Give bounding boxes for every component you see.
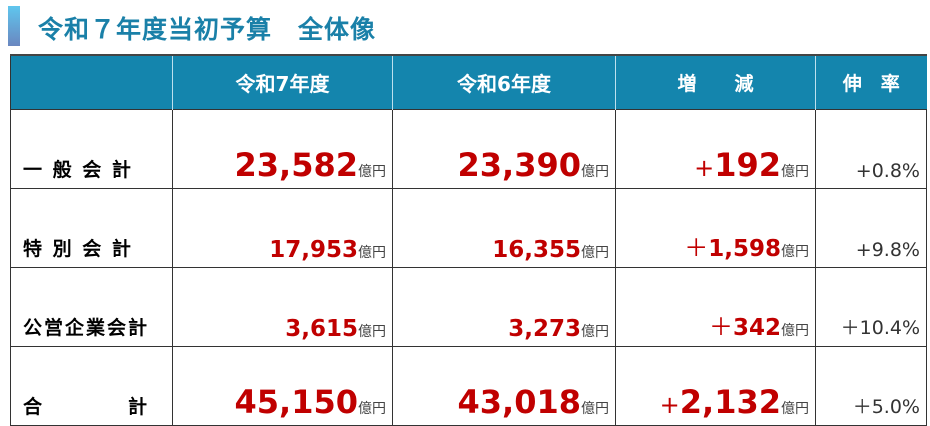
unit: 億円 <box>358 324 386 340</box>
r6-value: 3,273 <box>508 316 581 342</box>
diff-value: 342 <box>732 315 781 341</box>
diff-value: 2,132 <box>679 383 781 421</box>
diff-value: 192 <box>714 146 781 184</box>
r7-cell: 23,582億円 <box>172 109 393 189</box>
title-accent-bar <box>8 6 20 46</box>
table-row: 公営企業会計 3,615億円 3,273億円 ＋342億円 ＋10.4% <box>10 267 927 347</box>
r6-value: 43,018 <box>457 383 581 421</box>
r6-cell: 43,018億円 <box>392 346 616 426</box>
header-row: 令和7年度 令和6年度 増 減 伸 率 <box>10 54 927 110</box>
header-blank <box>10 54 173 110</box>
r7-value: 45,150 <box>234 383 358 421</box>
table-row: 特 別 会 計 17,953億円 16,355億円 ＋1,598億円 +9.8% <box>10 188 927 268</box>
r6-value: 16,355 <box>492 237 581 263</box>
unit: 億円 <box>358 245 386 261</box>
table-row: 合 計 45,150億円 43,018億円 +2,132億円 ＋5.0% <box>10 346 927 426</box>
r6-cell: 23,390億円 <box>392 109 616 189</box>
row-label: 合 計 <box>10 346 173 426</box>
r6-cell: 16,355億円 <box>392 188 616 268</box>
diff-cell: +192億円 <box>615 109 816 189</box>
diff-cell: +2,132億円 <box>615 346 816 426</box>
row-label: 一 般 会 計 <box>10 109 173 189</box>
row-label: 特 別 会 計 <box>10 188 173 268</box>
unit: 億円 <box>581 401 609 417</box>
header-rate: 伸 率 <box>815 54 927 110</box>
r7-value: 17,953 <box>269 237 358 263</box>
budget-table: 令和7年度 令和6年度 増 減 伸 率 一 般 会 計 23,582億円 23,39… <box>10 54 927 426</box>
r6-value: 23,390 <box>457 146 581 184</box>
diff-value: 1,598 <box>708 236 781 262</box>
row-label: 公営企業会計 <box>10 267 173 347</box>
diff-cell: ＋342億円 <box>615 267 816 347</box>
rate-cell: +9.8% <box>815 188 927 268</box>
diff-cell: ＋1,598億円 <box>615 188 816 268</box>
r6-cell: 3,273億円 <box>392 267 616 347</box>
unit: 億円 <box>358 401 386 417</box>
header-diff: 増 減 <box>615 54 816 110</box>
unit: 億円 <box>781 323 809 339</box>
unit: 億円 <box>581 324 609 340</box>
page-title: 令和７年度当初予算 全体像 <box>38 15 377 44</box>
r7-cell: 3,615億円 <box>172 267 393 347</box>
header-r6: 令和6年度 <box>392 54 616 110</box>
r7-cell: 17,953億円 <box>172 188 393 268</box>
plus-sign: ＋ <box>708 313 733 341</box>
unit: 億円 <box>781 401 809 417</box>
unit: 億円 <box>581 164 609 180</box>
plus-sign: + <box>659 391 680 419</box>
header-r7: 令和7年度 <box>172 54 393 110</box>
r7-value: 23,582 <box>234 146 358 184</box>
plus-sign: + <box>694 154 715 182</box>
unit: 億円 <box>358 164 386 180</box>
unit: 億円 <box>781 164 809 180</box>
r7-cell: 45,150億円 <box>172 346 393 426</box>
unit: 億円 <box>781 244 809 260</box>
r7-value: 3,615 <box>285 316 358 342</box>
rate-cell: +0.8% <box>815 109 927 189</box>
rate-cell: ＋10.4% <box>815 267 927 347</box>
rate-cell: ＋5.0% <box>815 346 927 426</box>
plus-sign: ＋ <box>684 234 709 262</box>
unit: 億円 <box>581 245 609 261</box>
table-row: 一 般 会 計 23,582億円 23,390億円 +192億円 +0.8% <box>10 109 927 189</box>
